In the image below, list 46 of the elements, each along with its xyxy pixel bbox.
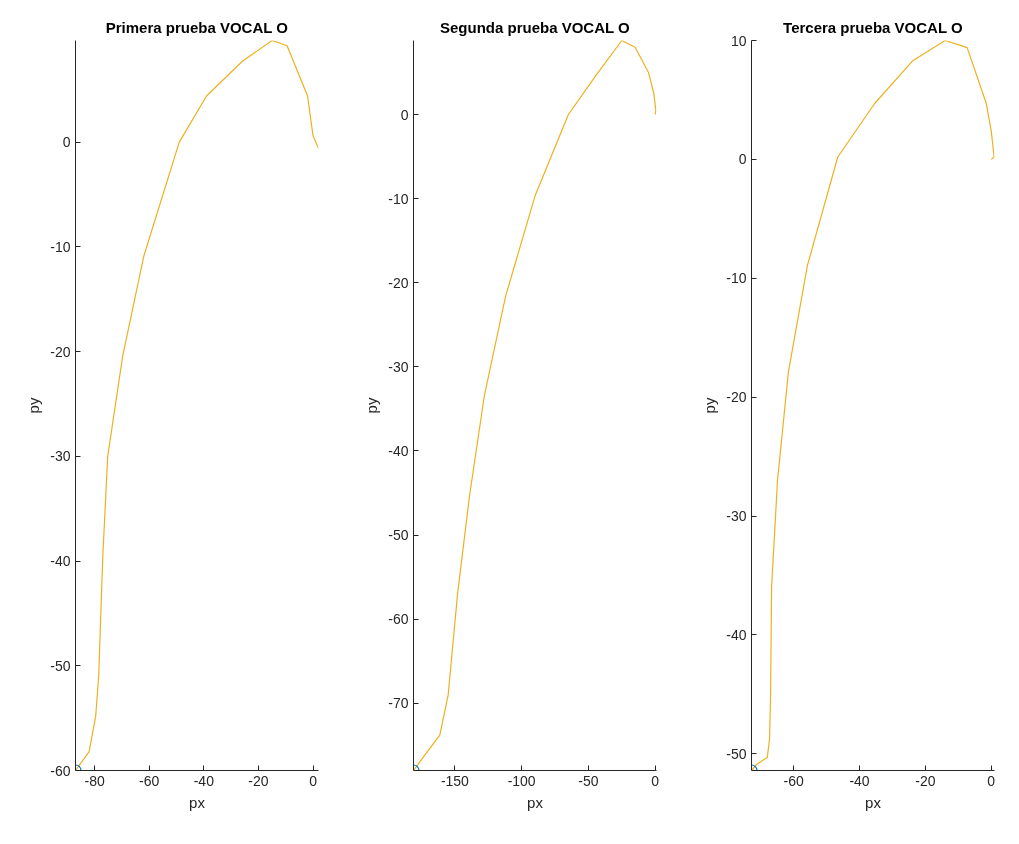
x-tick-label: -40 xyxy=(193,772,215,789)
y-tick-label: -10 xyxy=(388,190,409,207)
y-tick-label: -50 xyxy=(726,745,747,762)
y-tick-label: -60 xyxy=(388,611,409,628)
y-tick-label: -10 xyxy=(50,238,71,255)
x-axis-title: px xyxy=(865,793,882,811)
x-tick-label: -150 xyxy=(440,772,470,789)
y-tick-label: -30 xyxy=(726,508,747,525)
x-tick-label: -40 xyxy=(849,772,870,789)
x-axis-title: px xyxy=(189,793,206,811)
y-tick-label: -40 xyxy=(388,442,409,459)
x-tick-label: -20 xyxy=(248,772,269,789)
x-tick-label: -60 xyxy=(139,772,160,789)
line-series xyxy=(751,40,995,771)
chart-title: Tercera prueba VOCAL O xyxy=(783,18,963,36)
x-tick-label: -100 xyxy=(507,772,536,789)
y-axis-title: py xyxy=(25,397,43,414)
x-tick-label: -20 xyxy=(915,772,936,789)
x-tick-label: 0 xyxy=(987,772,996,789)
y-tick-label: -20 xyxy=(726,389,747,406)
y-axis-title: py xyxy=(363,397,381,414)
y-tick-label: -20 xyxy=(388,274,409,291)
line-series xyxy=(75,40,319,771)
x-tick-label: -60 xyxy=(783,772,804,789)
y-tick-label: -30 xyxy=(388,358,409,375)
y-tick-label: -10 xyxy=(726,270,747,287)
line-series xyxy=(413,40,657,771)
y-tick-label: 10 xyxy=(730,32,747,49)
y-tick-label: 0 xyxy=(738,151,747,168)
y-tick-label: -50 xyxy=(50,657,71,674)
y-tick-label: -30 xyxy=(50,448,71,465)
y-tick-label: 0 xyxy=(400,106,409,123)
y-tick-label: -20 xyxy=(50,343,71,360)
x-axis-title: px xyxy=(527,793,544,811)
y-tick-label: -40 xyxy=(50,553,71,570)
y-tick-label: -70 xyxy=(388,695,409,712)
x-tick-label: 0 xyxy=(309,772,318,789)
y-tick-label: -50 xyxy=(388,527,409,544)
chart-title: Segunda prueba VOCAL O xyxy=(439,18,631,36)
x-tick-label: -80 xyxy=(84,772,105,789)
y-tick-label: -40 xyxy=(726,626,747,643)
x-tick-label: -50 xyxy=(578,772,599,789)
y-tick-label: 0 xyxy=(62,134,71,151)
x-tick-label: 0 xyxy=(651,772,660,789)
chart-title: Primera prueba VOCAL O xyxy=(105,18,289,36)
y-axis-title: py xyxy=(701,397,719,414)
